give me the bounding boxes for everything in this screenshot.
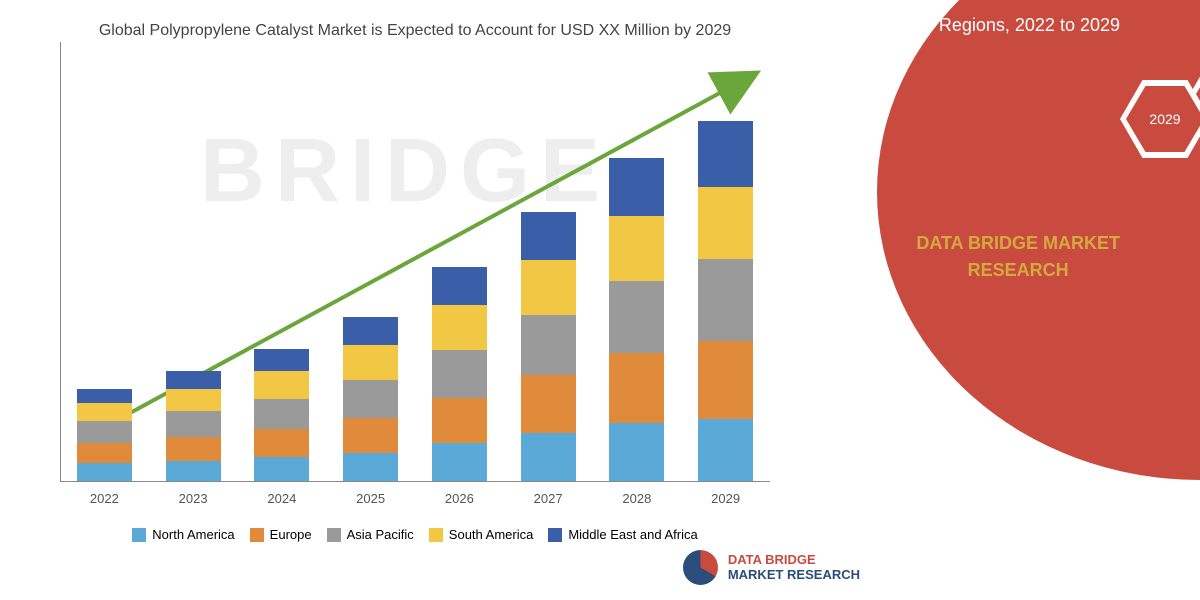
chart-area: Global Polypropylene Catalyst Market is … bbox=[0, 0, 800, 600]
bar-segment bbox=[254, 371, 309, 399]
brand-line1: DATA BRIDGE MARKET bbox=[916, 233, 1120, 253]
bar-segment bbox=[77, 403, 132, 421]
bar-segment bbox=[343, 345, 398, 380]
bar-segment bbox=[609, 353, 664, 423]
bar-segment bbox=[77, 463, 132, 481]
bar-group: 2028 bbox=[609, 158, 664, 481]
legend-label: Middle East and Africa bbox=[568, 527, 697, 542]
bar-segment bbox=[254, 349, 309, 371]
logo-text-bottom: MARKET RESEARCH bbox=[728, 567, 860, 582]
logo-text-top: DATA BRIDGE bbox=[728, 552, 816, 567]
bar-category-label: 2025 bbox=[356, 491, 385, 506]
bar-group: 2025 bbox=[343, 317, 398, 481]
bar-segment bbox=[521, 375, 576, 433]
bar-segment bbox=[698, 259, 753, 341]
legend-item: Asia Pacific bbox=[327, 527, 414, 542]
bar-group: 2023 bbox=[166, 371, 221, 481]
bar-group: 2027 bbox=[521, 212, 576, 481]
legend-swatch bbox=[250, 528, 264, 542]
legend-swatch bbox=[327, 528, 341, 542]
bars-container: 2022 2023 2024 2025 2026 2027 2028 2029 bbox=[60, 62, 770, 482]
bar-segment bbox=[77, 421, 132, 443]
brand-line2: RESEARCH bbox=[968, 260, 1069, 280]
bar-segment bbox=[343, 453, 398, 481]
bar-group: 2029 bbox=[698, 121, 753, 481]
legend-item: Middle East and Africa bbox=[548, 527, 697, 542]
bar-segment bbox=[698, 187, 753, 259]
bar-segment bbox=[521, 212, 576, 260]
logo-icon bbox=[683, 550, 718, 585]
legend-label: Asia Pacific bbox=[347, 527, 414, 542]
bar-category-label: 2027 bbox=[534, 491, 563, 506]
bar-segment bbox=[254, 429, 309, 457]
bar-stack bbox=[432, 267, 487, 481]
bar-segment bbox=[521, 260, 576, 315]
bar-group: 2022 bbox=[77, 389, 132, 481]
bar-category-label: 2022 bbox=[90, 491, 119, 506]
bar-segment bbox=[343, 418, 398, 453]
chart-title: Global Polypropylene Catalyst Market is … bbox=[60, 20, 770, 42]
brand-text: DATA BRIDGE MARKET RESEARCH bbox=[916, 230, 1120, 284]
bar-category-label: 2028 bbox=[622, 491, 651, 506]
legend-item: North America bbox=[132, 527, 234, 542]
bar-segment bbox=[609, 281, 664, 353]
bar-segment bbox=[166, 371, 221, 389]
bar-segment bbox=[254, 399, 309, 429]
bar-segment bbox=[432, 350, 487, 398]
bar-stack bbox=[521, 212, 576, 481]
bar-segment bbox=[343, 380, 398, 418]
bar-stack bbox=[698, 121, 753, 481]
bar-category-label: 2024 bbox=[267, 491, 296, 506]
bar-segment bbox=[166, 411, 221, 437]
bar-stack bbox=[609, 158, 664, 481]
regions-subtitle: By Regions, 2022 to 2029 bbox=[913, 15, 1120, 36]
bar-group: 2024 bbox=[254, 349, 309, 481]
chart-canvas: 2022 2023 2024 2025 2026 2027 2028 2029 bbox=[60, 62, 770, 482]
bar-segment bbox=[609, 216, 664, 281]
legend-swatch bbox=[429, 528, 443, 542]
bar-segment bbox=[698, 419, 753, 481]
bar-segment bbox=[432, 443, 487, 481]
page-container: BRIDGE Global Polypropylene Catalyst Mar… bbox=[0, 0, 1200, 600]
logo-text: DATA BRIDGE MARKET RESEARCH bbox=[728, 553, 860, 582]
bar-segment bbox=[166, 389, 221, 411]
hexagon-label: 2029 bbox=[1126, 86, 1200, 152]
bar-segment bbox=[609, 423, 664, 481]
bar-category-label: 2029 bbox=[711, 491, 740, 506]
bar-category-label: 2023 bbox=[179, 491, 208, 506]
bar-segment bbox=[432, 267, 487, 305]
bar-stack bbox=[77, 389, 132, 481]
legend-label: South America bbox=[449, 527, 534, 542]
bar-segment bbox=[77, 443, 132, 463]
bar-segment bbox=[77, 389, 132, 403]
legend-label: North America bbox=[152, 527, 234, 542]
legend-swatch bbox=[548, 528, 562, 542]
bar-segment bbox=[254, 457, 309, 481]
bar-segment bbox=[166, 437, 221, 461]
bar-segment bbox=[698, 341, 753, 419]
bar-segment bbox=[609, 158, 664, 216]
bar-segment bbox=[432, 305, 487, 350]
bar-category-label: 2026 bbox=[445, 491, 474, 506]
legend-item: South America bbox=[429, 527, 534, 542]
right-panel: By Regions, 2022 to 2029 2029 2022 DATA … bbox=[800, 0, 1200, 600]
bar-stack bbox=[343, 317, 398, 481]
bar-stack bbox=[254, 349, 309, 481]
chart-legend: North America Europe Asia Pacific South Ame… bbox=[60, 527, 770, 542]
bar-segment bbox=[432, 398, 487, 443]
bar-stack bbox=[166, 371, 221, 481]
legend-label: Europe bbox=[270, 527, 312, 542]
bar-segment bbox=[521, 315, 576, 375]
legend-item: Europe bbox=[250, 527, 312, 542]
footer-logo: DATA BRIDGE MARKET RESEARCH bbox=[683, 550, 860, 585]
legend-swatch bbox=[132, 528, 146, 542]
bar-group: 2026 bbox=[432, 267, 487, 481]
bar-segment bbox=[521, 433, 576, 481]
bar-segment bbox=[166, 461, 221, 481]
bar-segment bbox=[698, 121, 753, 187]
bar-segment bbox=[343, 317, 398, 345]
